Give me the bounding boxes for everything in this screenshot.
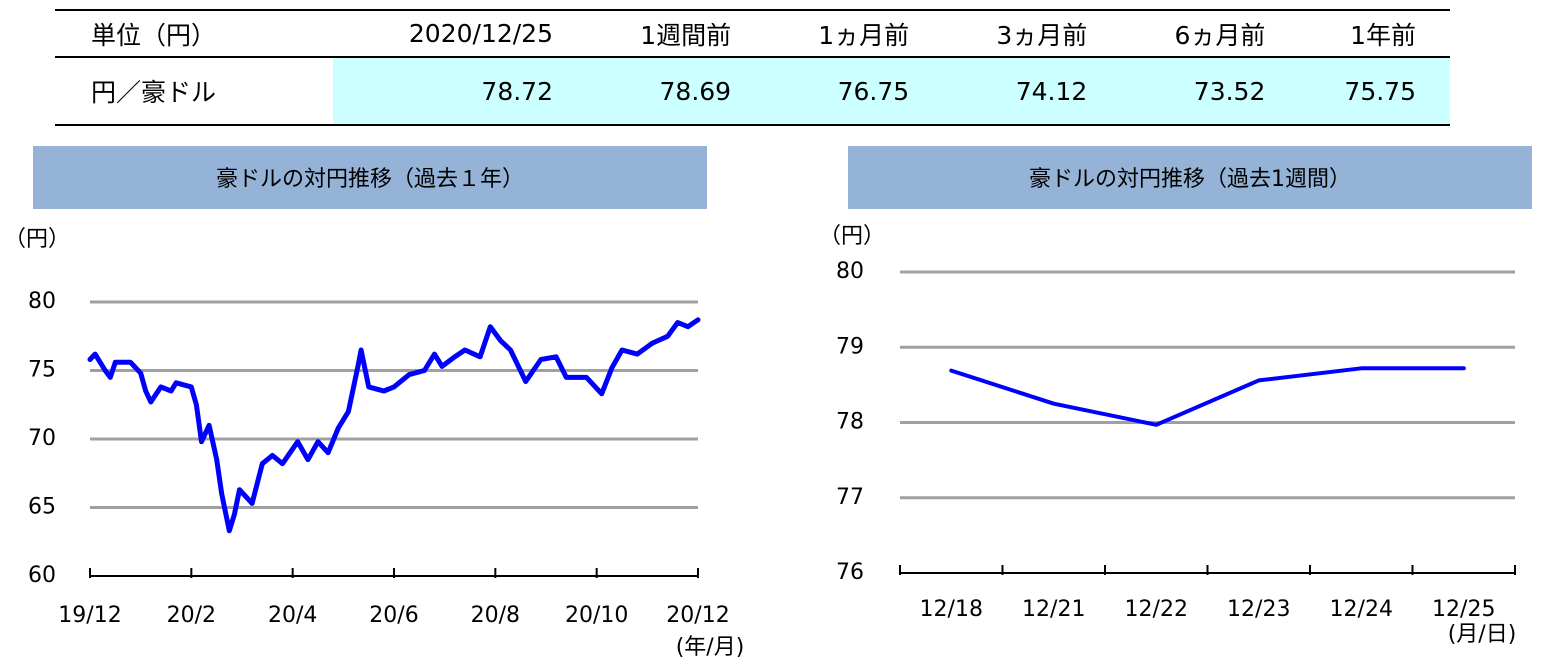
y-tick-label: 75 xyxy=(28,358,56,383)
y-tick-label: 80 xyxy=(28,289,56,314)
rate-table: 単位（円） 2020/12/25 1週間前 1ヵ月前 3ヵ月前 6ヵ月前 1年前 円／豪ドル 7… xyxy=(55,9,1450,126)
x-tick-label: 12/22 xyxy=(1125,597,1188,622)
x-axis-label: (年/月) xyxy=(676,635,745,660)
header-cell: 3ヵ月前 xyxy=(943,10,1122,58)
table-cell: 76.75 xyxy=(765,57,944,125)
x-tick-label: 12/23 xyxy=(1227,597,1290,622)
header-cell: 1ヵ月前 xyxy=(765,10,944,58)
x-tick-label: 20/4 xyxy=(268,603,317,628)
x-tick-label: 12/24 xyxy=(1330,597,1393,622)
header-cell: 1年前 xyxy=(1299,10,1450,58)
table-cell: 78.69 xyxy=(587,57,766,125)
y-tick-label: 78 xyxy=(836,410,864,435)
x-tick-label: 20/10 xyxy=(565,603,628,628)
table-cell: 75.75 xyxy=(1299,57,1450,125)
header-cell: 1週間前 xyxy=(587,10,766,58)
table-cell: 73.52 xyxy=(1121,57,1300,125)
y-tick-label: 65 xyxy=(28,495,56,520)
y-axis-label: （円） xyxy=(4,227,70,252)
x-tick-label: 20/8 xyxy=(471,603,520,628)
header-cell: 単位（円） xyxy=(55,10,334,58)
x-axis-label: (月/日) xyxy=(1448,622,1517,647)
y-tick-label: 60 xyxy=(28,563,56,588)
price-line xyxy=(949,366,1466,427)
header-cell: 6ヵ月前 xyxy=(1121,10,1300,58)
title-box xyxy=(848,146,1532,209)
y-axis-label: （円） xyxy=(819,224,885,249)
x-tick-label: 20/6 xyxy=(369,603,418,628)
y-tick-label: 79 xyxy=(836,334,864,359)
x-tick-label: 20/12 xyxy=(666,603,729,628)
x-tick-label: 12/21 xyxy=(1022,597,1085,622)
x-tick-label: 20/2 xyxy=(167,603,216,628)
table-cell: 78.72 xyxy=(333,57,587,125)
header-cell: 2020/12/25 xyxy=(333,10,587,58)
y-tick-label: 70 xyxy=(28,426,56,451)
chart-title: 豪ドルの対円推移（過去１年） xyxy=(216,167,524,192)
table-row: 円／豪ドル 78.72 78.69 76.75 74.12 73.52 75.75 xyxy=(55,57,1450,125)
price-line xyxy=(87,317,701,534)
y-tick-label: 77 xyxy=(836,485,864,510)
y-tick-label: 80 xyxy=(836,259,864,284)
x-tick-label: 12/25 xyxy=(1432,597,1495,622)
chart-title: 豪ドルの対円推移（過去1週間） xyxy=(1029,167,1351,192)
x-tick-label: 19/12 xyxy=(58,603,121,628)
x-tick-label: 12/18 xyxy=(920,597,983,622)
table-cell: 円／豪ドル xyxy=(55,57,334,125)
title-box xyxy=(33,146,707,209)
y-tick-label: 76 xyxy=(836,560,864,585)
table-cell: 74.12 xyxy=(943,57,1122,125)
